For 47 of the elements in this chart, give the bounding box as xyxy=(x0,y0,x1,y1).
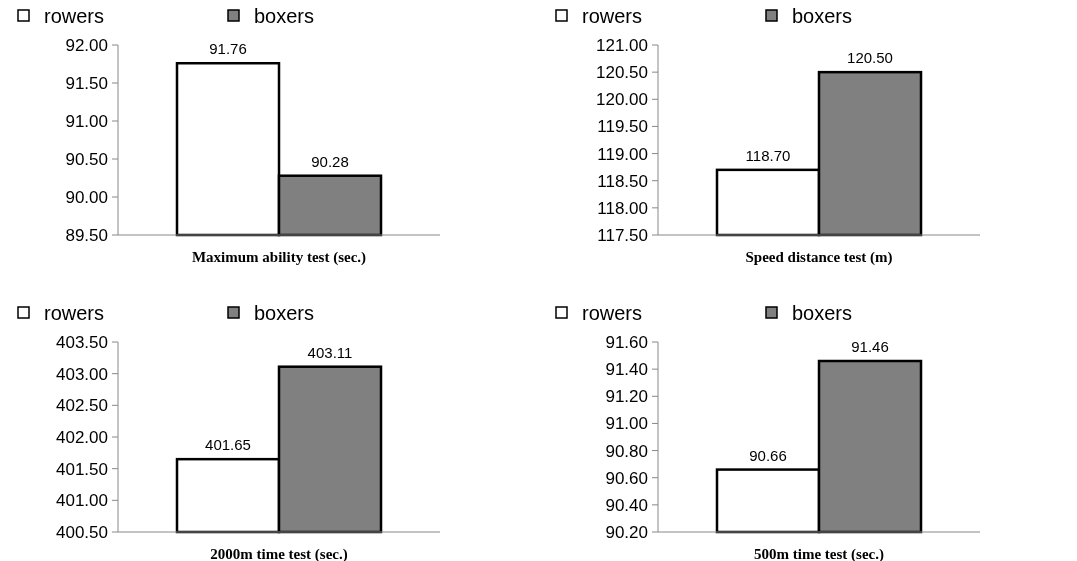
data-label: 403.11 xyxy=(307,343,353,361)
y-tick-label: 120.00 xyxy=(596,90,648,110)
y-tick-label: 90.80 xyxy=(605,441,648,461)
data-label: 118.70 xyxy=(745,146,791,164)
y-tick-label: 119.00 xyxy=(597,144,648,164)
data-label: 90.66 xyxy=(749,446,787,464)
y-tick-label: 91.00 xyxy=(65,111,108,131)
y-tick-label: 91.00 xyxy=(605,414,648,434)
legend-label: rowers xyxy=(44,302,105,324)
y-tick-label: 121.00 xyxy=(596,35,648,55)
y-tick-label: 89.50 xyxy=(65,225,108,245)
y-tick-label: 91.60 xyxy=(605,332,648,352)
legend-label: rowers xyxy=(44,5,105,27)
y-tick-label: 401.00 xyxy=(56,491,108,511)
y-tick-label: 401.50 xyxy=(56,459,108,479)
y-tick-label: 91.40 xyxy=(605,360,648,380)
y-tick-label: 91.20 xyxy=(605,387,648,407)
y-tick-label: 402.00 xyxy=(56,427,108,447)
y-tick-label: 90.20 xyxy=(605,522,648,542)
y-tick-label: 403.50 xyxy=(56,332,108,352)
y-tick-label: 119.50 xyxy=(597,117,648,137)
legend-label: boxers xyxy=(792,302,853,324)
y-tick-label: 120.50 xyxy=(596,63,648,83)
legend-label: boxers xyxy=(792,5,853,27)
data-label: 90.28 xyxy=(311,152,349,170)
data-label: 401.65 xyxy=(205,436,251,454)
legend-label: boxers xyxy=(254,5,315,27)
y-tick-label: 118.50 xyxy=(597,171,648,191)
data-label: 120.50 xyxy=(847,49,893,67)
y-tick-label: 402.50 xyxy=(56,396,108,416)
legend-label: rowers xyxy=(582,302,643,324)
y-tick-label: 118.00 xyxy=(597,198,648,218)
y-tick-label: 92.00 xyxy=(65,35,108,55)
x-axis-title: Maximum ability test (sec.) xyxy=(191,249,367,266)
data-label: 91.46 xyxy=(851,338,889,355)
legend-label: rowers xyxy=(582,5,643,27)
y-tick-label: 90.00 xyxy=(65,187,108,207)
y-tick-label: 400.50 xyxy=(56,522,108,542)
y-tick-label: 90.40 xyxy=(605,495,648,515)
y-tick-label: 90.50 xyxy=(65,149,108,169)
legend-label: boxers xyxy=(254,302,315,324)
y-tick-label: 117.50 xyxy=(597,225,648,245)
data-label: 91.76 xyxy=(209,40,247,58)
y-tick-label: 403.00 xyxy=(56,364,108,384)
y-tick-label: 90.60 xyxy=(605,468,648,488)
x-axis-title: Speed distance test (m) xyxy=(745,249,893,266)
y-tick-label: 91.50 xyxy=(65,73,108,93)
